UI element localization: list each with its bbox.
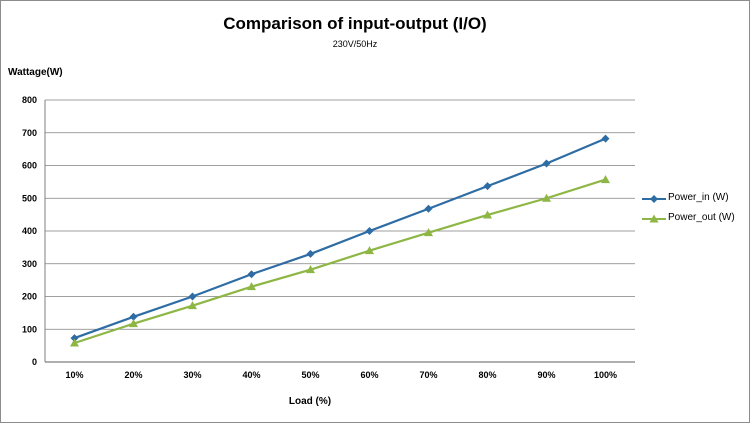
x-tick-label: 90%	[537, 370, 555, 380]
series-lines	[74, 137, 606, 345]
x-tick-labels: 10% 20% 30% 40% 50% 60% 70% 80% 90% 100%	[65, 370, 617, 380]
data-point-triangle	[129, 319, 138, 328]
data-point-triangle	[188, 301, 197, 310]
x-tick-label: 40%	[242, 370, 260, 380]
data-point-diamond	[188, 292, 197, 301]
data-point-triangle	[424, 228, 433, 237]
y-tick-label: 600	[22, 161, 37, 171]
y-tick-label: 100	[22, 324, 37, 334]
series-line-1	[74, 137, 606, 340]
legend-label: Power_out (W)	[668, 212, 735, 223]
data-point-diamond	[247, 270, 256, 279]
data-point-triangle	[542, 193, 551, 202]
y-tick-label: 400	[22, 226, 37, 236]
y-tick-label: 0	[32, 357, 37, 367]
data-point-triangle	[247, 282, 256, 291]
data-point-diamond	[306, 249, 315, 258]
data-point-diamond	[129, 312, 138, 321]
data-point-diamond	[70, 334, 79, 343]
data-point-triangle	[70, 338, 79, 347]
data-point-diamond	[365, 227, 374, 235]
chart-subtitle: 230V/50Hz	[332, 39, 378, 49]
data-point-triangle	[365, 246, 374, 255]
series-markers	[70, 134, 610, 347]
x-tick-label: 20%	[124, 370, 142, 380]
data-point-diamond	[483, 182, 492, 191]
x-tick-label: 50%	[301, 370, 319, 380]
x-axis-label: Load (%)	[288, 396, 332, 407]
legend-label: Power_in (W)	[668, 192, 729, 203]
y-tick-labels: 0 100 200 300 400 500 600 700 800	[22, 95, 37, 367]
x-tick-label: 10%	[65, 370, 83, 380]
data-point-triangle	[601, 175, 610, 184]
legend-diamond-marker-icon	[642, 195, 666, 203]
y-tick-label: 300	[22, 259, 37, 269]
data-point-diamond	[542, 159, 551, 168]
x-tick-label: 30%	[183, 370, 201, 380]
x-tick-label: 100%	[594, 370, 617, 380]
x-tick-label: 60%	[360, 370, 378, 380]
y-axis-label: Wattage(W)	[8, 67, 63, 78]
y-tick-label: 500	[22, 193, 37, 203]
y-tick-label: 200	[22, 292, 37, 302]
data-point-diamond	[601, 134, 610, 143]
y-tick-label: 800	[22, 95, 37, 105]
y-tick-label: 700	[22, 128, 37, 138]
data-point-triangle	[483, 210, 492, 219]
x-tick-label: 70%	[419, 370, 437, 380]
data-point-triangle	[306, 265, 315, 274]
x-tick-label: 80%	[478, 370, 496, 380]
chart-title: Comparison of input-output (I/O)	[223, 14, 487, 33]
data-point-diamond	[424, 204, 433, 213]
gridlines	[44, 99, 635, 363]
legend-triangle-marker-icon	[642, 214, 666, 223]
series-line-2	[74, 178, 606, 345]
